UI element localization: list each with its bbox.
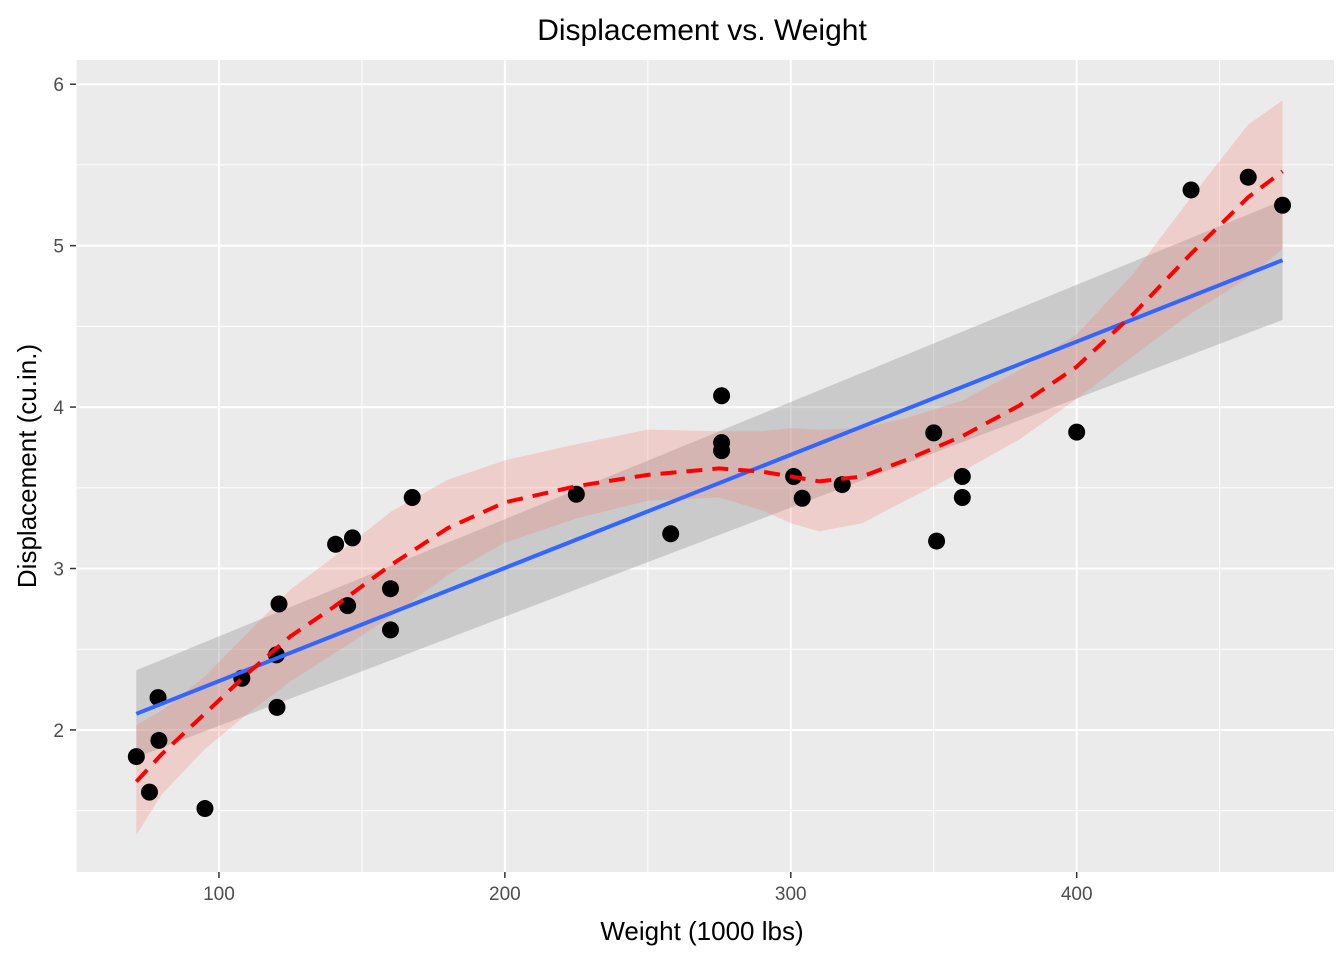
- x-tick-label: 100: [203, 884, 235, 905]
- data-point: [382, 621, 399, 639]
- data-point: [150, 731, 168, 749]
- data-point: [1274, 196, 1292, 214]
- y-tick-label: 4: [53, 398, 64, 419]
- smooth-fit-line: [134, 169, 1284, 783]
- data-point: [1182, 181, 1200, 199]
- data-point: [662, 525, 680, 543]
- x-tick-label: 200: [489, 884, 521, 905]
- plot-panel: [76, 60, 1334, 872]
- fit-lines: [134, 169, 1284, 783]
- y-tick-label: 2: [53, 721, 64, 742]
- data-point: [403, 488, 421, 506]
- x-axis-ticks: 100 200 300 400: [203, 872, 1093, 905]
- data-point: [327, 535, 345, 553]
- linear-fit-confidence-band: [136, 200, 1283, 758]
- data-point: [833, 476, 851, 494]
- data-point: [567, 485, 585, 503]
- y-axis-title: Displacement (cu.in.): [12, 344, 42, 588]
- data-point: [713, 387, 731, 405]
- data-point: [140, 783, 158, 801]
- data-point: [196, 800, 214, 818]
- linear-fit-line: [135, 258, 1284, 716]
- y-tick-label: 3: [53, 560, 64, 581]
- data-point: [382, 580, 399, 598]
- smooth-fit-confidence-band: [136, 100, 1283, 835]
- data-point: [925, 424, 943, 442]
- data-point: [953, 488, 971, 506]
- chart-title: Displacement vs. Weight: [537, 14, 867, 47]
- data-point: [793, 489, 811, 507]
- x-tick-label: 400: [1061, 884, 1093, 905]
- data-point: [127, 748, 145, 766]
- y-axis-ticks: 2 3 4 5 6: [53, 75, 76, 742]
- data-points: [127, 168, 1292, 818]
- data-point: [343, 529, 361, 547]
- y-tick-label: 5: [53, 237, 64, 258]
- grid-major: [76, 60, 1334, 872]
- data-point: [270, 595, 288, 613]
- data-point: [1068, 423, 1086, 441]
- confidence-bands: [136, 100, 1283, 835]
- y-tick-label: 6: [53, 75, 64, 96]
- data-point: [953, 467, 971, 485]
- x-axis-title: Weight (1000 lbs): [600, 916, 803, 946]
- data-point: [928, 532, 946, 550]
- grid-minor: [75, 60, 1334, 872]
- data-point: [1239, 168, 1257, 186]
- x-tick-label: 300: [775, 884, 807, 905]
- data-point: [713, 434, 731, 452]
- data-point: [268, 698, 286, 716]
